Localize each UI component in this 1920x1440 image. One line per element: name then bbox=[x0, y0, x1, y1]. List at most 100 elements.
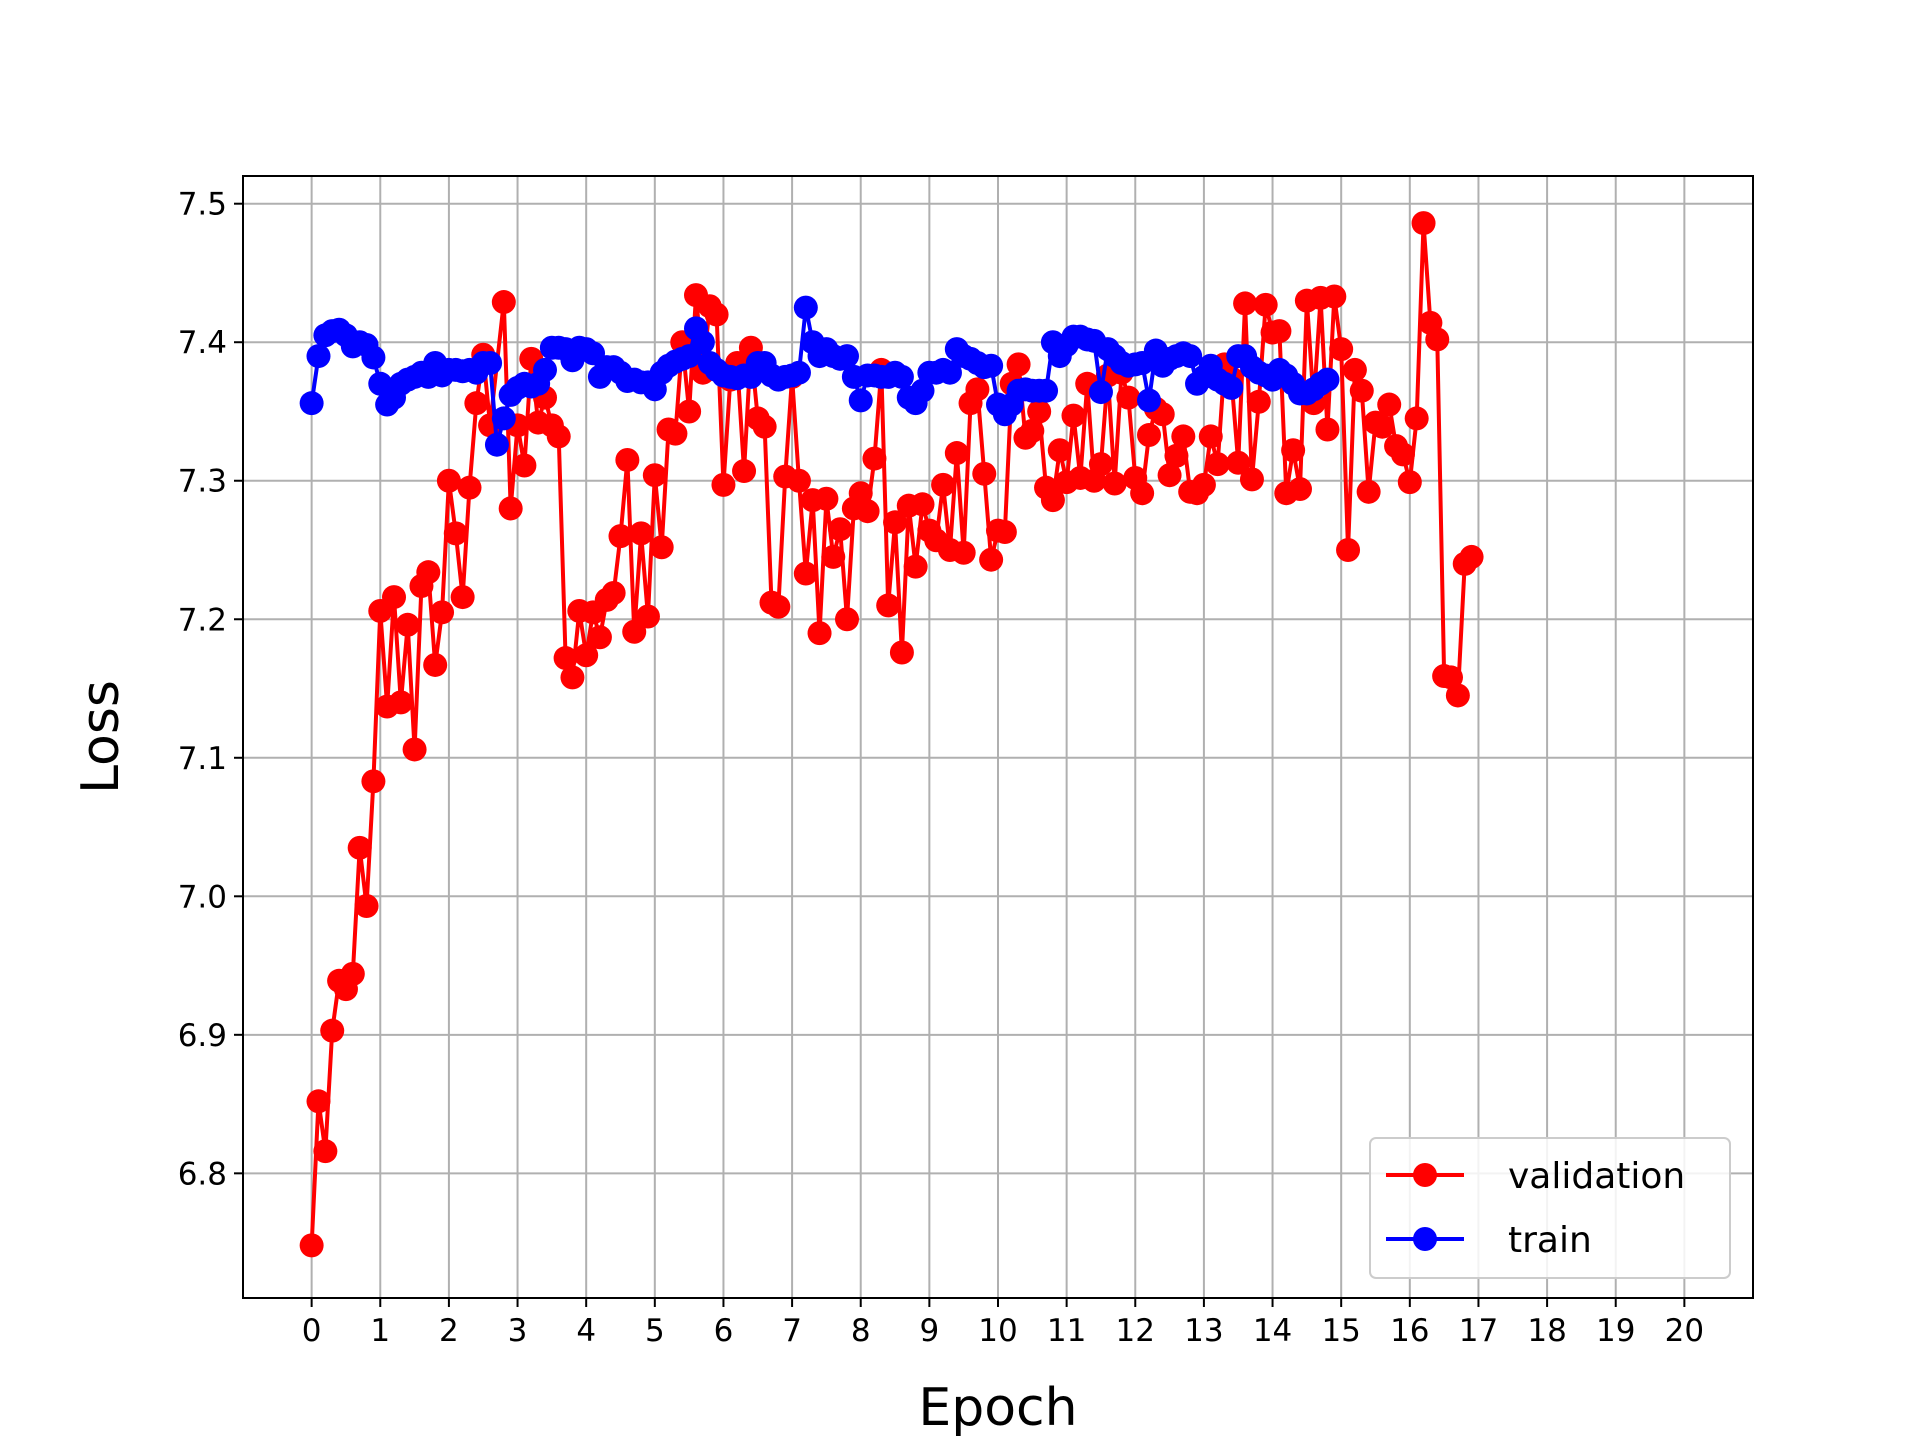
validation-point bbox=[642, 463, 667, 488]
train-point bbox=[1315, 367, 1340, 392]
validation-point bbox=[1377, 392, 1402, 417]
validation-point bbox=[876, 593, 901, 618]
validation-point bbox=[1191, 472, 1216, 497]
validation-point bbox=[1137, 423, 1161, 448]
validation-point bbox=[498, 496, 523, 521]
validation-point bbox=[416, 560, 441, 585]
legend-marker-train bbox=[1413, 1227, 1437, 1251]
validation-point bbox=[1226, 450, 1251, 475]
x-tick-label: 18 bbox=[1527, 1313, 1566, 1349]
validation-point bbox=[889, 640, 914, 665]
validation-point bbox=[450, 585, 475, 610]
x-tick-label: 13 bbox=[1184, 1313, 1223, 1349]
validation-point bbox=[1157, 463, 1182, 488]
validation-point bbox=[1329, 337, 1354, 362]
train-point bbox=[484, 432, 509, 457]
validation-point bbox=[313, 1139, 338, 1164]
validation-point bbox=[436, 468, 461, 493]
validation-point bbox=[992, 519, 1017, 544]
validation-point bbox=[361, 769, 386, 794]
validation-point bbox=[828, 517, 853, 542]
validation-point bbox=[601, 580, 626, 605]
train-point bbox=[1088, 380, 1113, 405]
train-point bbox=[835, 344, 859, 369]
validation-point bbox=[931, 472, 956, 497]
validation-point bbox=[382, 585, 406, 610]
x-tick-label: 6 bbox=[714, 1313, 734, 1349]
validation-point bbox=[1397, 470, 1422, 495]
x-tick-label: 5 bbox=[645, 1313, 665, 1349]
validation-point bbox=[1205, 452, 1230, 477]
validation-point bbox=[320, 1018, 345, 1043]
x-tick-label: 10 bbox=[978, 1313, 1017, 1349]
validation-point bbox=[1459, 544, 1484, 569]
y-tick-label: 7.3 bbox=[178, 464, 227, 500]
x-tick-label: 17 bbox=[1459, 1313, 1498, 1349]
validation-point bbox=[1006, 352, 1031, 377]
validation-point bbox=[1322, 284, 1347, 309]
legend: validation train bbox=[1369, 1137, 1731, 1279]
validation-point bbox=[1130, 481, 1155, 506]
validation-point bbox=[608, 524, 633, 549]
validation-point bbox=[1061, 403, 1086, 428]
validation-point bbox=[663, 421, 688, 446]
train-point bbox=[533, 357, 557, 382]
x-tick-label: 14 bbox=[1253, 1313, 1292, 1349]
validation-point bbox=[972, 461, 997, 486]
validation-point bbox=[1356, 479, 1381, 504]
train-point bbox=[848, 388, 873, 413]
legend-label-validation: validation bbox=[1508, 1156, 1685, 1197]
series-train bbox=[299, 295, 1340, 457]
validation-point bbox=[560, 665, 585, 690]
validation-point bbox=[1233, 291, 1258, 316]
validation-point bbox=[395, 612, 420, 637]
validation-point bbox=[793, 561, 818, 586]
validation-point bbox=[491, 290, 516, 315]
validation-point bbox=[464, 391, 489, 416]
x-tick-label: 1 bbox=[370, 1313, 390, 1349]
validation-point bbox=[1315, 417, 1340, 442]
validation-point bbox=[677, 399, 702, 424]
validation-point bbox=[786, 468, 811, 493]
validation-point bbox=[752, 414, 777, 439]
validation-point bbox=[443, 521, 468, 546]
validation-point bbox=[1239, 467, 1264, 492]
train-point bbox=[361, 345, 386, 370]
validation-point bbox=[1246, 389, 1271, 414]
x-tick-label: 4 bbox=[576, 1313, 596, 1349]
validation-point bbox=[814, 486, 839, 511]
validation-point bbox=[354, 893, 379, 918]
validation-point bbox=[347, 835, 372, 860]
x-tick-label: 15 bbox=[1321, 1313, 1360, 1349]
y-tick-label: 7.4 bbox=[178, 325, 227, 361]
validation-point bbox=[1370, 414, 1395, 439]
train-point bbox=[478, 351, 503, 375]
validation-point bbox=[1390, 442, 1415, 467]
validation-point bbox=[944, 441, 969, 466]
train-point bbox=[786, 360, 811, 385]
validation-point bbox=[1116, 385, 1141, 410]
validation-point bbox=[965, 377, 990, 402]
validation-point bbox=[1253, 292, 1278, 317]
validation-point bbox=[1404, 406, 1429, 431]
validation-point bbox=[910, 492, 935, 517]
validation-point bbox=[430, 600, 455, 625]
validation-point bbox=[457, 475, 482, 500]
validation-point bbox=[951, 540, 976, 565]
series-layer bbox=[299, 211, 1484, 1258]
train-point bbox=[1137, 388, 1161, 413]
validation-point bbox=[629, 521, 654, 546]
validation-point bbox=[1267, 319, 1292, 344]
validation-point bbox=[622, 619, 647, 644]
x-tick-label: 11 bbox=[1047, 1313, 1086, 1349]
x-tick-label: 2 bbox=[439, 1313, 459, 1349]
validation-point bbox=[1020, 418, 1045, 443]
x-tick-label: 3 bbox=[508, 1313, 528, 1349]
validation-point bbox=[649, 535, 674, 560]
validation-point bbox=[1281, 438, 1306, 463]
validation-point bbox=[883, 510, 908, 535]
validation-point bbox=[615, 447, 640, 472]
validation-point bbox=[553, 646, 578, 671]
validation-point bbox=[807, 621, 832, 646]
validation-point bbox=[848, 481, 873, 506]
